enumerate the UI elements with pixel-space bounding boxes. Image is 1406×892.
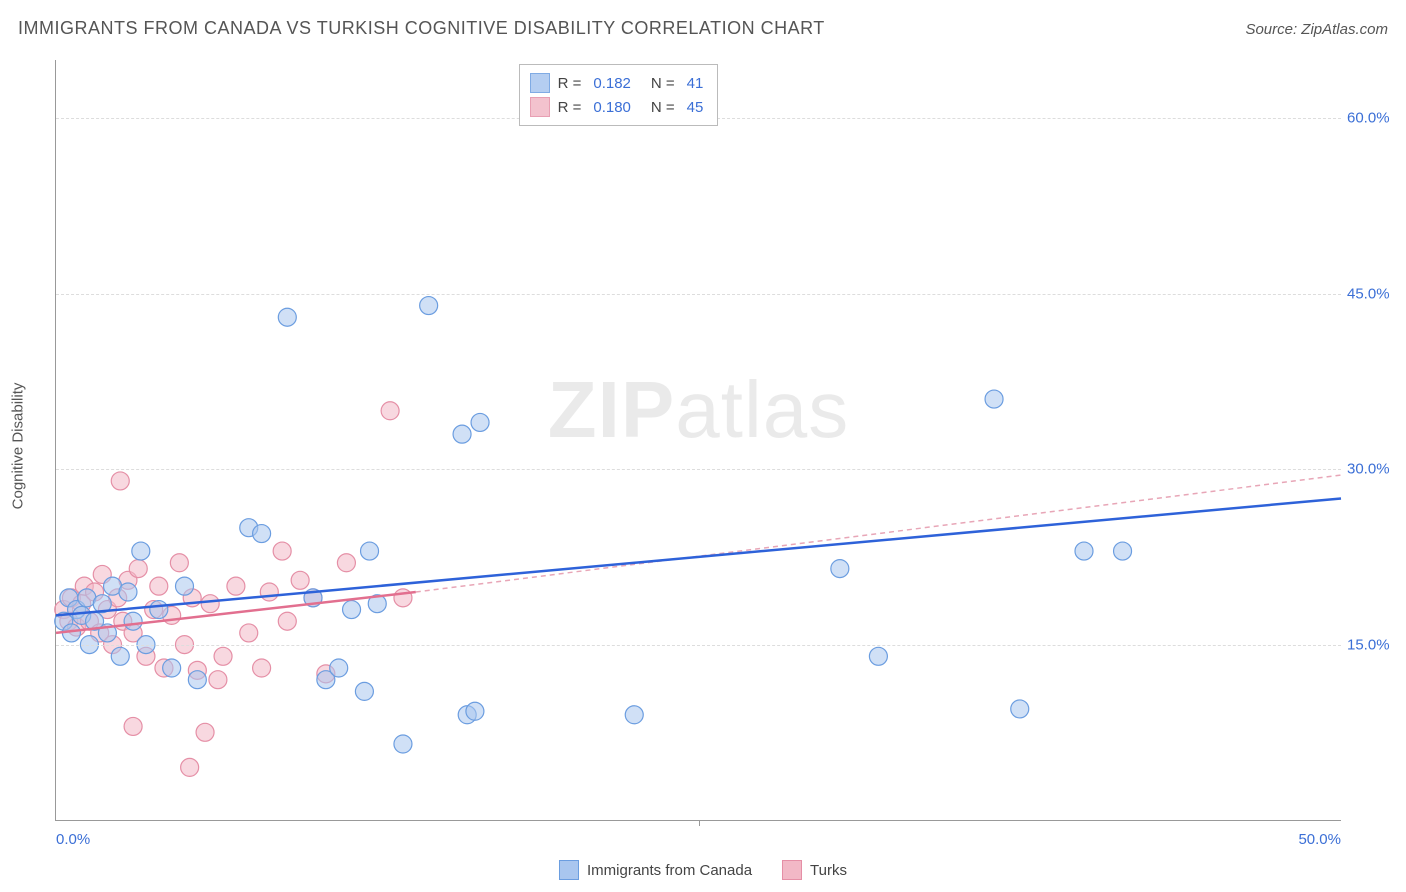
data-point bbox=[260, 583, 278, 601]
data-point bbox=[253, 525, 271, 543]
data-point bbox=[111, 472, 129, 490]
data-point bbox=[337, 554, 355, 572]
data-point bbox=[831, 560, 849, 578]
data-point bbox=[355, 682, 373, 700]
r-value: 0.182 bbox=[593, 75, 631, 92]
data-point bbox=[124, 717, 142, 735]
data-point bbox=[343, 601, 361, 619]
legend-label-canada: Immigrants from Canada bbox=[587, 862, 752, 879]
trend-line-canada bbox=[56, 498, 1341, 615]
data-point bbox=[196, 723, 214, 741]
y-tick-label: 45.0% bbox=[1347, 285, 1397, 302]
data-point bbox=[132, 542, 150, 560]
data-point bbox=[471, 413, 489, 431]
data-point bbox=[214, 647, 232, 665]
stats-legend-row: R = 0.182 N = 41 bbox=[530, 71, 708, 95]
data-point bbox=[124, 612, 142, 630]
chart-svg bbox=[56, 60, 1341, 820]
data-point bbox=[150, 577, 168, 595]
data-point bbox=[227, 577, 245, 595]
x-tick bbox=[699, 820, 700, 826]
legend-item-canada: Immigrants from Canada bbox=[559, 860, 752, 880]
data-point bbox=[291, 571, 309, 589]
r-label: R = bbox=[558, 75, 582, 92]
data-point bbox=[361, 542, 379, 560]
data-point bbox=[181, 758, 199, 776]
y-tick-label: 30.0% bbox=[1347, 461, 1397, 478]
stats-legend: R = 0.182 N = 41 R = 0.180 N = 45 bbox=[519, 64, 719, 126]
legend-label-turks: Turks bbox=[810, 862, 847, 879]
data-point bbox=[170, 554, 188, 572]
data-point bbox=[985, 390, 1003, 408]
data-point bbox=[1075, 542, 1093, 560]
chart-header: IMMIGRANTS FROM CANADA VS TURKISH COGNIT… bbox=[18, 18, 1388, 39]
data-point bbox=[150, 601, 168, 619]
data-point bbox=[330, 659, 348, 677]
trend-line-turks-dash bbox=[416, 475, 1341, 592]
data-point bbox=[466, 702, 484, 720]
data-point bbox=[625, 706, 643, 724]
x-tick-label: 50.0% bbox=[1298, 831, 1341, 848]
y-tick-label: 60.0% bbox=[1347, 110, 1397, 127]
legend-item-turks: Turks bbox=[782, 860, 847, 880]
legend-swatch bbox=[530, 97, 550, 117]
data-point bbox=[209, 671, 227, 689]
n-label: N = bbox=[651, 75, 675, 92]
y-axis-label: Cognitive Disability bbox=[10, 383, 27, 510]
n-label: N = bbox=[651, 99, 675, 116]
n-value: 41 bbox=[687, 75, 704, 92]
gridline bbox=[56, 294, 1341, 295]
x-tick-label: 0.0% bbox=[56, 831, 90, 848]
chart-source: Source: ZipAtlas.com bbox=[1245, 21, 1388, 38]
data-point bbox=[420, 297, 438, 315]
data-point bbox=[278, 308, 296, 326]
bottom-legend: Immigrants from Canada Turks bbox=[559, 860, 847, 880]
legend-swatch-turks bbox=[782, 860, 802, 880]
data-point bbox=[453, 425, 471, 443]
data-point bbox=[253, 659, 271, 677]
data-point bbox=[394, 735, 412, 753]
legend-swatch-canada bbox=[559, 860, 579, 880]
data-point bbox=[273, 542, 291, 560]
y-tick-label: 15.0% bbox=[1347, 636, 1397, 653]
data-point bbox=[240, 624, 258, 642]
data-point bbox=[1114, 542, 1132, 560]
data-point bbox=[163, 659, 181, 677]
chart-title: IMMIGRANTS FROM CANADA VS TURKISH COGNIT… bbox=[18, 18, 825, 39]
r-label: R = bbox=[558, 99, 582, 116]
n-value: 45 bbox=[687, 99, 704, 116]
data-point bbox=[176, 577, 194, 595]
data-point bbox=[381, 402, 399, 420]
r-value: 0.180 bbox=[593, 99, 631, 116]
gridline bbox=[56, 645, 1341, 646]
data-point bbox=[111, 647, 129, 665]
legend-swatch bbox=[530, 73, 550, 93]
data-point bbox=[869, 647, 887, 665]
data-point bbox=[1011, 700, 1029, 718]
data-point bbox=[201, 595, 219, 613]
data-point bbox=[119, 583, 137, 601]
data-point bbox=[129, 560, 147, 578]
plot-area: ZIPatlas 15.0%30.0%45.0%60.0%0.0%50.0%R … bbox=[55, 60, 1341, 821]
stats-legend-row: R = 0.180 N = 45 bbox=[530, 95, 708, 119]
gridline bbox=[56, 469, 1341, 470]
data-point bbox=[278, 612, 296, 630]
data-point bbox=[188, 671, 206, 689]
